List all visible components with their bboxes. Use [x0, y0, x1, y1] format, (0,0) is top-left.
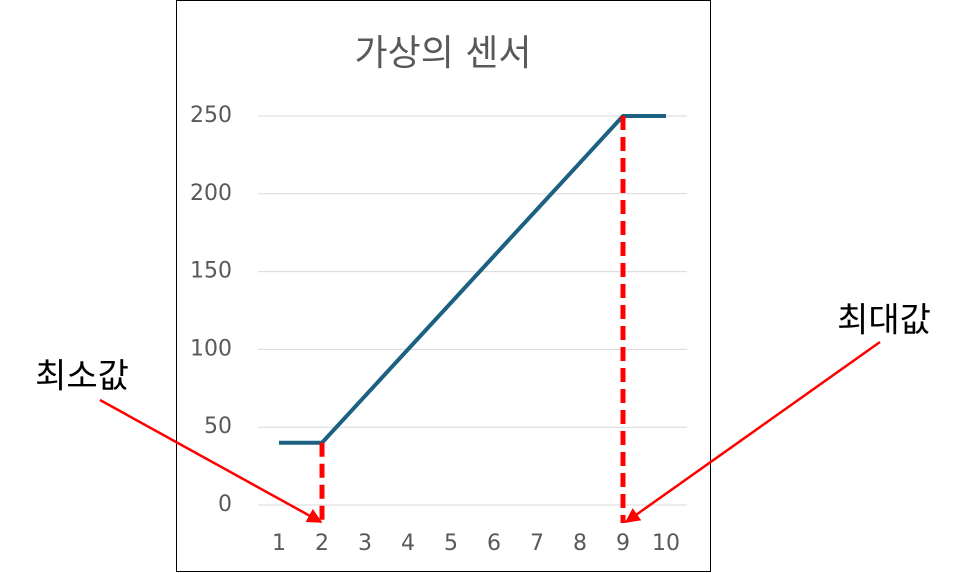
annotation-label: 최소값	[35, 357, 129, 397]
x-tick-label: 3	[358, 531, 372, 556]
y-tick-label: 250	[190, 103, 232, 128]
annotation-label: 최대값	[837, 301, 931, 341]
x-tick-label: 8	[573, 531, 587, 556]
annotation-arrow	[99, 398, 323, 524]
y-tick-label: 100	[190, 336, 232, 361]
y-tick-label: 150	[190, 259, 232, 284]
y-tick-label: 50	[204, 414, 232, 439]
data-line	[279, 114, 666, 445]
chart-title: 가상의 센서	[354, 33, 531, 74]
x-tick-label: 10	[652, 531, 680, 556]
x-tick-label: 6	[487, 531, 501, 556]
y-tick-label: 0	[218, 492, 232, 517]
x-tick-label: 4	[401, 531, 415, 556]
x-tick-label: 7	[530, 531, 544, 556]
x-tick-label: 2	[315, 531, 329, 556]
y-tick-label: 200	[190, 181, 232, 206]
annotation-arrow	[624, 340, 881, 524]
x-tick-label: 1	[272, 531, 286, 556]
x-tick-label: 9	[616, 531, 630, 556]
x-tick-label: 5	[444, 531, 458, 556]
